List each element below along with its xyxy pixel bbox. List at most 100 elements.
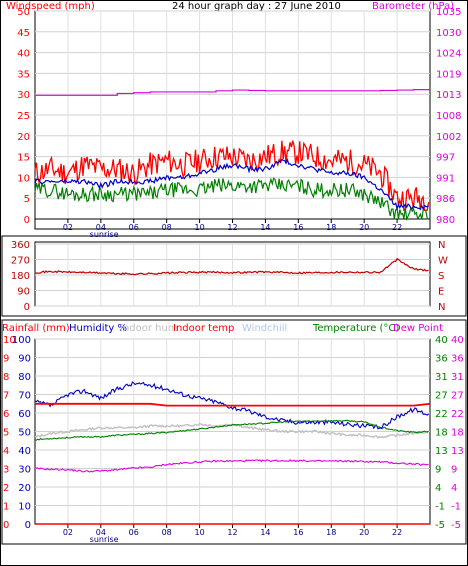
wind-y-tick-label: 10 xyxy=(17,173,30,184)
wind-y-tick-label: 20 xyxy=(17,132,30,143)
windspeed-gust-line xyxy=(34,140,430,212)
wind-x-tick-label: 14 xyxy=(260,223,270,232)
legend-temperature: Temperature (°C) xyxy=(312,323,399,334)
temp-x-tick-label: 12 xyxy=(227,528,237,537)
wind-y-tick-label: 0 xyxy=(24,215,30,226)
temp-y-tick-label: -1 xyxy=(435,502,445,513)
rain-y-tick-label: 4 xyxy=(3,446,9,457)
humidity-y-tick-label: 0 xyxy=(25,520,31,531)
temp-x-tick-label: 20 xyxy=(359,528,369,537)
barometer-axis-title: Barometer (hPa) xyxy=(372,1,454,12)
wind-x-tick-label: 10 xyxy=(194,223,204,232)
wind-x-tick-label: 08 xyxy=(162,223,172,232)
wind-sunrise-label: sunrise xyxy=(90,230,119,239)
wind-y-tick-label: 5 xyxy=(24,194,30,205)
humidity-y-tick-label: 70 xyxy=(18,391,31,402)
temp-y-tick-label: 40 xyxy=(435,335,448,346)
temp-y-tick-label: 4 xyxy=(435,483,441,494)
direction-panel-border xyxy=(1,235,467,317)
humidity-y-tick-label: 10 xyxy=(18,502,31,513)
wind-y-tick-label: 40 xyxy=(17,49,30,60)
humidity-y-tick-label: 20 xyxy=(18,483,31,494)
windspeed-low-line xyxy=(34,177,429,222)
direction-y-tick-label: 270 xyxy=(11,256,30,267)
baro-y-tick-label: 1002 xyxy=(436,132,461,143)
temp-y-tick-label: 18 xyxy=(435,428,448,439)
baro-y-tick-label: 1030 xyxy=(436,28,461,39)
legend-indoor-hum: Indoor hum xyxy=(120,323,178,334)
direction-y-tick-label: 90 xyxy=(17,287,30,298)
humidity-y-tick-label: 90 xyxy=(18,354,31,365)
temp-y-tick-label: 9 xyxy=(435,465,441,476)
dew-y-tick-label: 13 xyxy=(451,446,464,457)
rain-y-tick-label: 8 xyxy=(3,372,9,383)
baro-y-tick-label: 1024 xyxy=(436,49,461,60)
direction-compass-label: E xyxy=(438,287,444,298)
temp-y-tick-label: 22 xyxy=(435,409,448,420)
wind-y-tick-label: 15 xyxy=(17,153,30,164)
legend-dewpoint: Dew Point xyxy=(393,323,443,334)
direction-compass-label: N xyxy=(438,240,445,251)
dew-y-tick-label: 4 xyxy=(451,483,457,494)
barometer-line xyxy=(35,89,430,96)
wind-x-tick-label: 16 xyxy=(293,223,303,232)
direction-compass-label: N xyxy=(438,302,445,313)
rain-y-tick-label: 9 xyxy=(3,354,9,365)
temp-panel-border xyxy=(1,319,467,545)
dew-y-tick-label: 9 xyxy=(451,465,457,476)
humidity-y-tick-label: 80 xyxy=(18,372,31,383)
wind-x-tick-label: 12 xyxy=(227,223,237,232)
wind-x-tick-label: 22 xyxy=(392,223,402,232)
baro-y-tick-label: 1019 xyxy=(436,69,461,80)
humidity-y-tick-label: 30 xyxy=(18,465,31,476)
dew-y-tick-label: 40 xyxy=(451,335,464,346)
wind-x-tick-label: 02 xyxy=(63,223,73,232)
temp-y-tick-label: 31 xyxy=(435,372,448,383)
dew-y-tick-label: 18 xyxy=(451,428,464,439)
direction-y-tick-label: 360 xyxy=(11,240,30,251)
temperature-line xyxy=(34,419,429,441)
humidity-y-tick-label: 60 xyxy=(18,409,31,420)
dew-y-tick-label: -1 xyxy=(451,502,461,513)
wind-y-tick-label: 35 xyxy=(17,69,30,80)
baro-y-tick-label: 1035 xyxy=(436,7,461,18)
wind-y-tick-label: 25 xyxy=(17,111,30,122)
temp-x-tick-label: 06 xyxy=(129,528,139,537)
baro-y-tick-label: 986 xyxy=(436,194,455,205)
humidity-y-tick-label: 100 xyxy=(12,335,31,346)
baro-y-tick-label: 991 xyxy=(436,173,455,184)
wind-x-tick-label: 06 xyxy=(129,223,139,232)
direction-compass-label: W xyxy=(438,256,448,267)
humidity-y-tick-label: 50 xyxy=(18,428,31,439)
direction-y-tick-label: 180 xyxy=(11,271,30,282)
direction-y-tick-label: 0 xyxy=(24,302,30,313)
temp-x-tick-label: 02 xyxy=(63,528,73,537)
chart-title: 24 hour graph day : 27 June 2010 xyxy=(172,1,341,12)
wind-y-tick-label: 50 xyxy=(17,7,30,18)
humidity-line xyxy=(34,381,429,430)
temp-y-tick-label: 13 xyxy=(435,446,448,457)
rain-y-tick-label: 7 xyxy=(3,391,9,402)
legend-indoor-temp: Indoor temp xyxy=(173,323,234,334)
wind-x-tick-label: 20 xyxy=(359,223,369,232)
windspeed-axis-title: Windspeed (mph) xyxy=(6,1,95,12)
rain-y-tick-label: 0 xyxy=(3,520,9,531)
direction-compass-label: S xyxy=(438,271,444,282)
rain-y-tick-label: 1 xyxy=(3,502,9,513)
wind-y-tick-label: 30 xyxy=(17,90,30,101)
temp-x-tick-label: 10 xyxy=(194,528,204,537)
temp-y-tick-label: 27 xyxy=(435,391,448,402)
temp-sunrise-label: sunrise xyxy=(90,535,119,544)
legend-windchill: Windchill xyxy=(242,323,287,334)
temp-y-tick-label: -5 xyxy=(435,520,445,531)
dewpoint-line xyxy=(34,459,429,473)
rain-y-tick-label: 2 xyxy=(3,483,9,494)
humidity-y-tick-label: 40 xyxy=(18,446,31,457)
dew-y-tick-label: 22 xyxy=(451,409,464,420)
dew-y-tick-label: -5 xyxy=(451,520,461,531)
temp-x-tick-label: 14 xyxy=(260,528,270,537)
wind-x-tick-label: 04 xyxy=(96,223,106,232)
indoor-temp-line xyxy=(35,402,431,407)
windspeed-average-line xyxy=(34,157,429,211)
